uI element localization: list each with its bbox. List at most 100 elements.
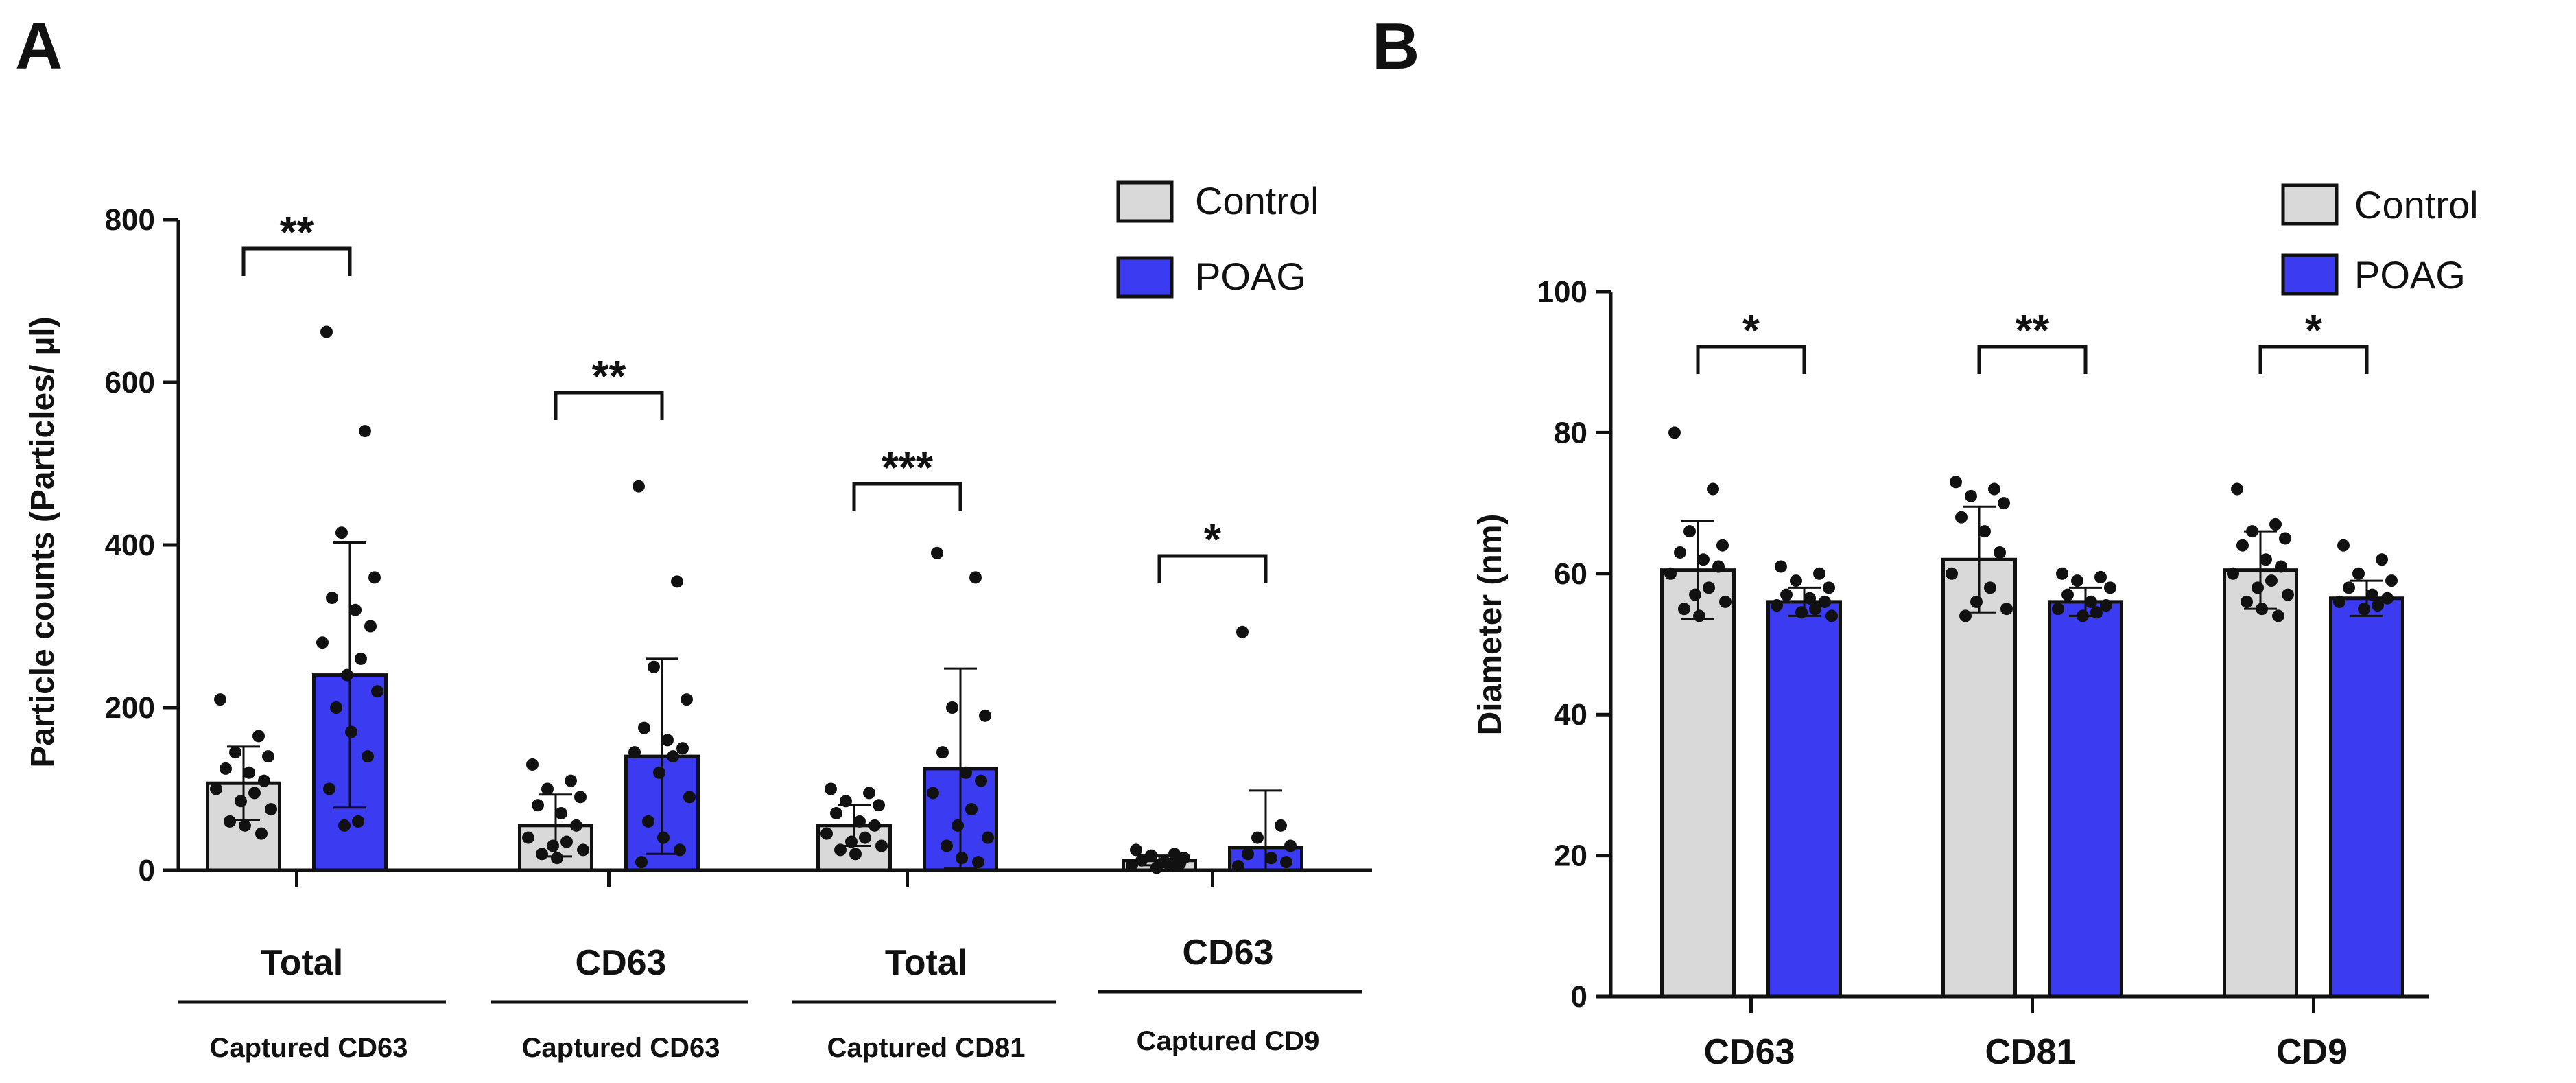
data-point-control — [214, 693, 226, 706]
panel-a: Particle counts (Particles/ µl) 0 200 400 6… — [25, 179, 1372, 1063]
data-point-control — [1145, 849, 1157, 862]
data-point-control — [2260, 553, 2272, 566]
data-point-poag — [681, 693, 693, 706]
data-point-control — [1703, 581, 1715, 594]
data-point-control — [1174, 857, 1186, 870]
data-point-poag — [927, 787, 939, 800]
data-point-poag — [936, 746, 949, 759]
data-point-poag — [2376, 553, 2388, 566]
significance-label: * — [1742, 305, 1760, 355]
data-point-poag — [316, 636, 329, 649]
data-point-poag — [2104, 581, 2116, 594]
y-tick-label: 80 — [1554, 416, 1587, 450]
y-tick-label: 100 — [1537, 275, 1587, 309]
data-point-poag — [1275, 819, 1287, 832]
legend-swatch-poag — [1116, 256, 1174, 299]
data-point-control — [1978, 525, 1991, 538]
y-tick-label: 600 — [105, 366, 155, 399]
panel-b-group-3-label: CD9 — [2276, 1032, 2348, 1072]
panel-a-group-3-label: Total — [885, 943, 967, 983]
data-point-control — [1959, 609, 1972, 622]
significance-label: ** — [280, 207, 314, 257]
data-point-poag — [2077, 609, 2089, 622]
data-point-poag — [642, 815, 654, 828]
panel-a-group-3-sublabel: Captured CD81 — [827, 1033, 1026, 1063]
data-point-poag — [674, 843, 686, 857]
data-point-control — [2256, 603, 2268, 616]
y-tick-label: 400 — [105, 528, 155, 562]
data-point-poag — [1232, 860, 1244, 873]
data-point-control — [1719, 595, 1732, 608]
y-tick-label: 800 — [105, 203, 155, 237]
data-point-poag — [1771, 599, 1783, 612]
data-point-control — [235, 795, 247, 808]
data-point-poag — [330, 701, 342, 714]
y-tick-label: 40 — [1554, 698, 1587, 732]
data-point-control — [825, 782, 837, 795]
significance-bracket — [1696, 345, 1806, 374]
bar-poag — [2329, 596, 2404, 999]
data-point-poag — [2343, 581, 2355, 594]
panel-b-significance: * ** * — [1696, 305, 2369, 374]
data-point-control — [868, 819, 881, 832]
data-point-poag — [2366, 588, 2378, 601]
data-point-poag — [979, 709, 991, 722]
data-point-control — [1712, 560, 1725, 573]
data-point-poag — [975, 774, 987, 787]
data-point-control — [1130, 843, 1142, 857]
data-point-poag — [982, 831, 994, 844]
panel-a-y-ticks: 0 200 400 600 800 — [105, 203, 178, 887]
data-point-poag — [1775, 560, 1787, 573]
panel-b-group-1-label: CD63 — [1704, 1032, 1795, 1072]
data-point-control — [1955, 511, 1968, 524]
data-point-poag — [364, 620, 377, 633]
data-point-poag — [2337, 539, 2350, 552]
significance-bracket — [2258, 345, 2369, 374]
data-point-control — [2279, 532, 2291, 545]
significance-label: ** — [592, 351, 626, 401]
data-point-control — [1164, 860, 1177, 873]
data-point-poag — [960, 766, 972, 779]
panel-a-group-4-label: CD63 — [1183, 933, 1274, 973]
significance-bracket — [241, 246, 352, 276]
data-point-control — [1697, 553, 1710, 566]
panel-b-y-ticks: 0 20 40 60 80 100 — [1537, 275, 1611, 1014]
legend-swatch-control — [2281, 183, 2339, 226]
data-point-poag — [2352, 567, 2365, 580]
data-point-poag — [635, 856, 648, 869]
significance-bracket — [554, 391, 664, 420]
data-point-control — [1994, 546, 2006, 559]
panel-a-group-2-label: CD63 — [576, 943, 667, 983]
data-point-poag — [352, 815, 364, 828]
data-point-poag — [969, 571, 982, 584]
data-point-poag — [2358, 603, 2370, 616]
data-point-control — [1970, 595, 1983, 608]
data-point-control — [1135, 854, 1148, 867]
bar-poag — [2048, 600, 2123, 999]
bar-control — [1660, 568, 1736, 999]
panel-a-group-1-label: Total — [261, 943, 343, 983]
data-point-poag — [1823, 581, 1835, 594]
panel-letter-b: B — [1372, 10, 1419, 83]
data-point-poag — [326, 592, 338, 605]
legend-label-control: Control — [2354, 183, 2479, 226]
data-point-poag — [657, 831, 670, 844]
data-point-poag — [2385, 574, 2398, 587]
data-point-poag — [1242, 848, 1254, 861]
data-point-control — [1946, 567, 1958, 580]
data-point-poag — [341, 668, 353, 682]
data-point-control — [577, 843, 589, 857]
data-point-poag — [941, 839, 953, 852]
data-point-poag — [946, 701, 958, 714]
data-point-control — [574, 791, 587, 804]
panel-b-y-axis-title: Diameter (nm) — [1472, 514, 1509, 736]
data-point-control — [2227, 567, 2239, 580]
data-point-control — [875, 839, 888, 852]
data-point-control — [1168, 848, 1181, 861]
data-point-poag — [2056, 567, 2068, 580]
data-point-control — [526, 758, 539, 771]
data-point-poag — [2100, 599, 2112, 612]
bar-control — [1941, 557, 2017, 999]
